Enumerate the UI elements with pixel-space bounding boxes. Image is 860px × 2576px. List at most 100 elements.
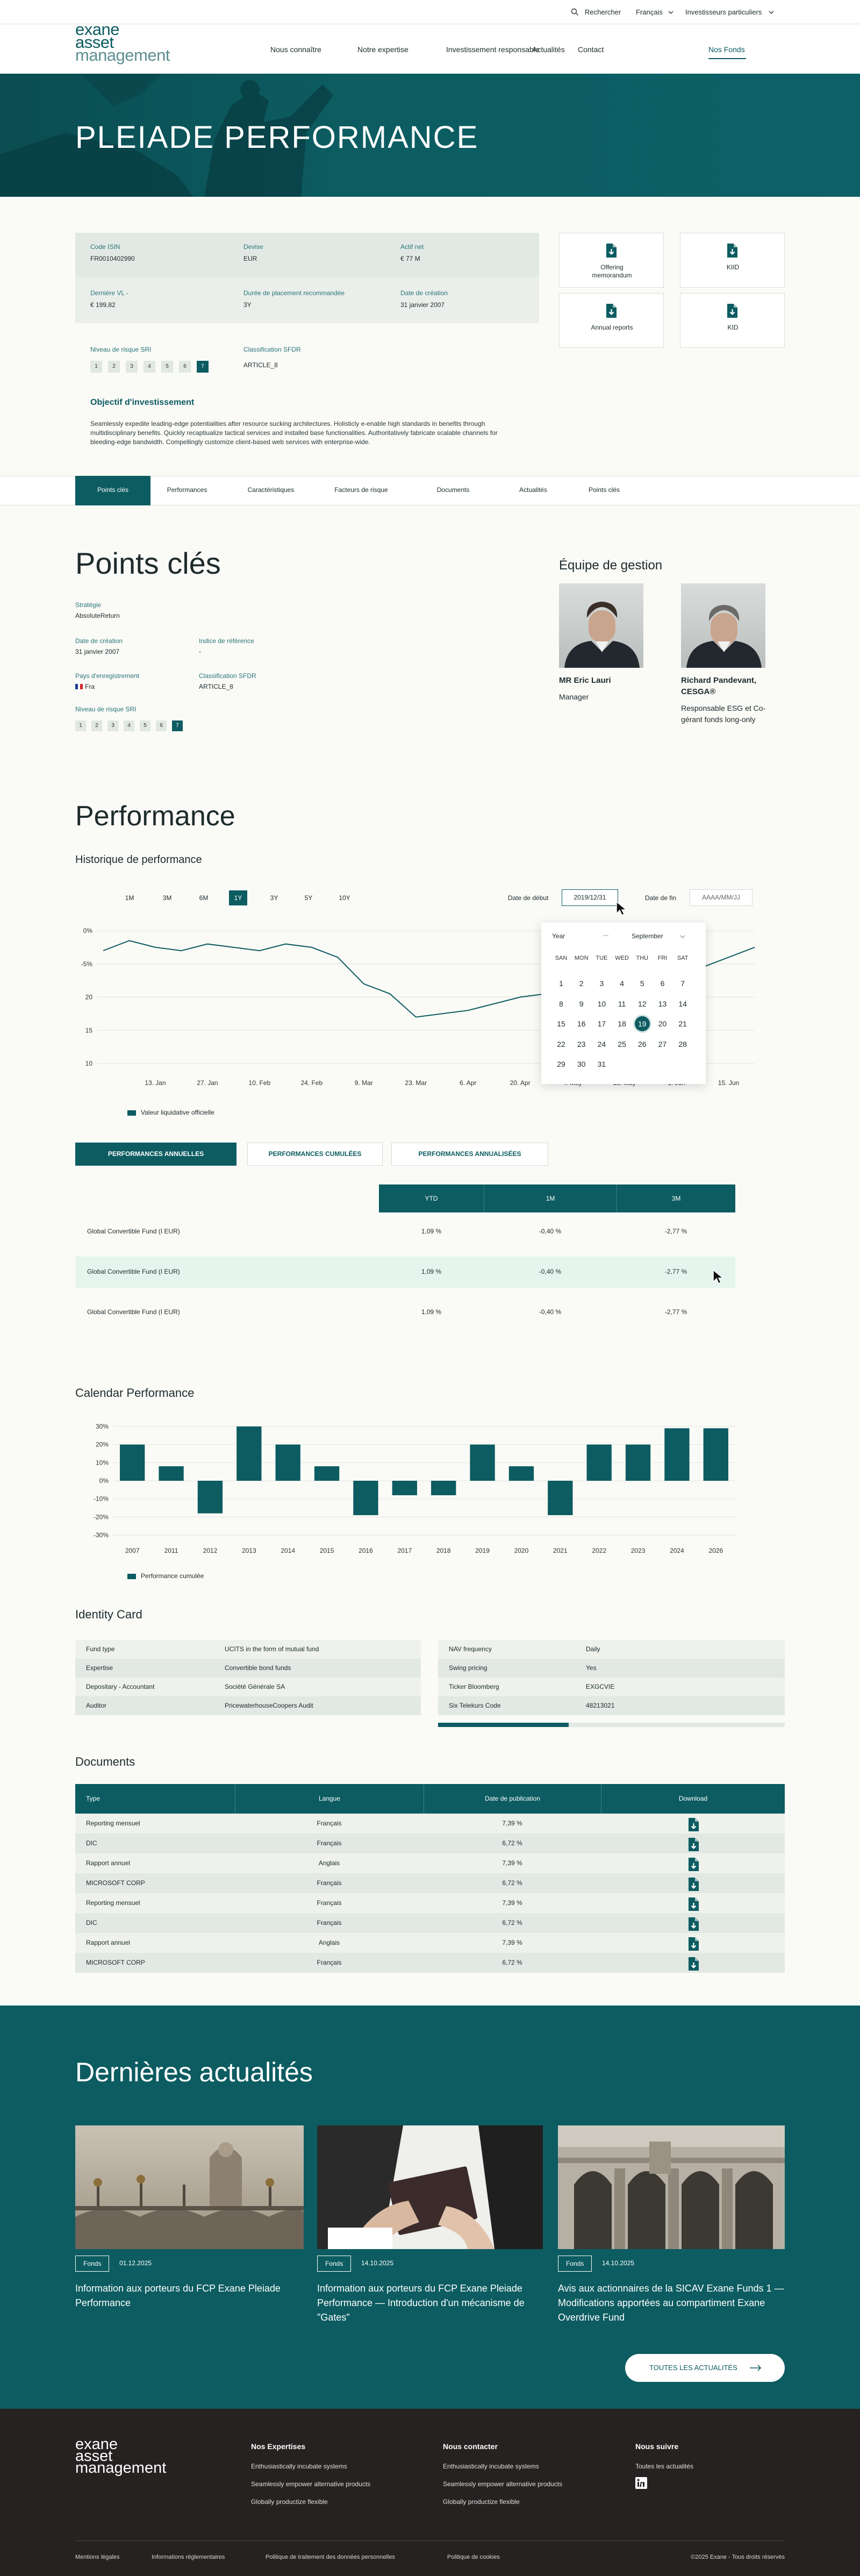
document-cell: Français (317, 1899, 342, 1907)
day[interactable]: 9 (579, 999, 584, 1008)
day[interactable]: 24 (597, 1039, 606, 1048)
table-tab[interactable]: PERFORMANCES CUMULÉES (247, 1143, 383, 1166)
nav-link[interactable]: Nos Fonds (708, 45, 745, 54)
table-tab[interactable]: PERFORMANCES ANNUELLES (75, 1143, 236, 1166)
range-button[interactable]: 3M (162, 894, 172, 902)
legal-link[interactable]: Politique de traitement des données pers… (266, 2554, 395, 2560)
download-icon[interactable] (687, 1837, 699, 1851)
day[interactable]: 23 (577, 1039, 586, 1048)
document-cell: Rapport annuel (86, 1939, 131, 1946)
document-button[interactable]: KIID (680, 233, 785, 288)
legal-link[interactable]: Mentions légales (75, 2554, 120, 2560)
date-input[interactable]: 2019/12/31 (562, 889, 618, 906)
day[interactable]: 28 (678, 1039, 687, 1048)
tab[interactable]: Caractéristiques (247, 486, 295, 494)
decoration (80, 684, 83, 689)
day[interactable]: 19 (634, 1016, 650, 1031)
linkedin-icon[interactable] (635, 2477, 647, 2489)
footer-link[interactable]: Enthusiastically incubate systems (443, 2463, 539, 2470)
day[interactable]: 5 (640, 979, 644, 988)
team-title: Équipe de gestion (559, 558, 663, 573)
tab[interactable]: Facteurs de risque (334, 486, 388, 494)
audience-select[interactable]: Investisseurs particuliers (685, 8, 762, 16)
footer-link[interactable]: Enthusiastically incubate systems (251, 2463, 347, 2470)
day[interactable]: 11 (618, 999, 626, 1008)
language-select[interactable]: Français (636, 8, 663, 16)
news-button[interactable]: TOUTES LES ACTUALITÉS (625, 2354, 785, 2382)
footer-link[interactable]: Seamlessly empower alternative products (443, 2480, 563, 2488)
legal-link[interactable]: Politique de cookies (447, 2554, 500, 2560)
nav-link[interactable]: Investissement responsable (446, 45, 540, 54)
document-cell: 7,39 % (502, 1819, 522, 1827)
tab[interactable]: Documents (436, 486, 470, 494)
day[interactable]: 3 (599, 979, 604, 988)
download-icon[interactable] (687, 1857, 699, 1871)
range-button[interactable]: 5Y (304, 894, 313, 902)
day[interactable]: 7 (680, 979, 685, 988)
download-icon[interactable] (687, 1937, 699, 1951)
document-button[interactable]: Annual reports (559, 293, 664, 348)
footer-link[interactable]: Seamlessly empower alternative products (251, 2480, 371, 2488)
datepicker-year[interactable]: Year (552, 932, 565, 940)
day[interactable]: 29 (557, 1060, 565, 1068)
day[interactable]: 31 (597, 1060, 606, 1068)
day[interactable]: 12 (638, 999, 647, 1008)
nav-link[interactable]: Notre expertise (357, 45, 408, 54)
document-button[interactable]: KID (680, 293, 785, 348)
footer-link[interactable]: Globally productize flexible (251, 2498, 328, 2506)
download-icon[interactable] (687, 1897, 699, 1911)
day[interactable]: 25 (618, 1039, 626, 1048)
legal-link[interactable]: Informations réglementaires (152, 2554, 225, 2560)
decoration (691, 1923, 697, 1929)
datepicker-month[interactable]: September (632, 932, 663, 940)
tab[interactable]: Points clés (588, 486, 620, 494)
day[interactable]: 16 (577, 1019, 586, 1028)
date-input[interactable]: AAAA/MM/JJ (690, 889, 752, 906)
range-button[interactable]: 10Y (339, 894, 350, 902)
nav-link[interactable]: Actualités (532, 45, 565, 54)
chevron (680, 935, 685, 938)
news-card[interactable]: Fonds 01.12.2025 Information aux porteurs … (75, 2125, 304, 2340)
range-button[interactable]: 1Y (229, 890, 247, 905)
document-button[interactable]: Offering memorandum (559, 233, 664, 288)
day[interactable]: 10 (597, 999, 606, 1008)
search-link[interactable]: Rechercher (585, 8, 621, 16)
range-button[interactable]: 1M (125, 894, 134, 902)
nav-link[interactable]: Contact (578, 45, 604, 54)
download-icon[interactable] (687, 1957, 699, 1971)
day[interactable]: 20 (658, 1019, 667, 1028)
day[interactable]: 21 (678, 1019, 687, 1028)
day[interactable]: 17 (597, 1019, 606, 1028)
range-button[interactable]: 3Y (270, 894, 278, 902)
footer-link[interactable]: Globally productize flexible (443, 2498, 520, 2506)
logo-line[interactable]: exane (75, 20, 119, 39)
day[interactable]: 1 (559, 979, 563, 988)
day[interactable]: 2 (579, 979, 584, 988)
day[interactable]: 15 (557, 1019, 565, 1028)
team-photo (559, 583, 643, 668)
download-icon[interactable] (687, 1917, 699, 1931)
download-icon[interactable] (687, 1877, 699, 1891)
day[interactable]: 22 (557, 1039, 565, 1048)
range-button[interactable]: 6M (199, 894, 209, 902)
tab[interactable]: Actualités (519, 486, 548, 494)
news-card[interactable]: Fonds 14.10.2025 Avis aux actionnaires de … (558, 2125, 785, 2340)
day[interactable]: 27 (658, 1039, 667, 1048)
day[interactable]: 18 (618, 1019, 626, 1028)
footer-link[interactable]: Toutes les actualités (635, 2463, 694, 2470)
tab[interactable]: Points clés (97, 486, 129, 494)
day[interactable]: 14 (678, 999, 687, 1008)
scroll-thumb[interactable] (438, 1723, 569, 1727)
day[interactable]: 6 (660, 979, 665, 988)
day[interactable]: 4 (620, 979, 624, 988)
nav-link[interactable]: Nous connaître (270, 45, 321, 54)
day[interactable]: 30 (577, 1060, 586, 1068)
news-card[interactable]: Fonds 14.10.2025 Information aux porteurs … (317, 2125, 543, 2340)
day[interactable]: 8 (559, 999, 563, 1008)
download-icon[interactable] (687, 1817, 699, 1831)
day[interactable]: 26 (638, 1039, 647, 1048)
day[interactable]: 13 (658, 999, 667, 1008)
table-tab[interactable]: PERFORMANCES ANNUALISÉES (391, 1143, 548, 1166)
tab[interactable]: Performances (167, 486, 207, 494)
identity-key: Ticker Bloomberg (449, 1683, 499, 1690)
